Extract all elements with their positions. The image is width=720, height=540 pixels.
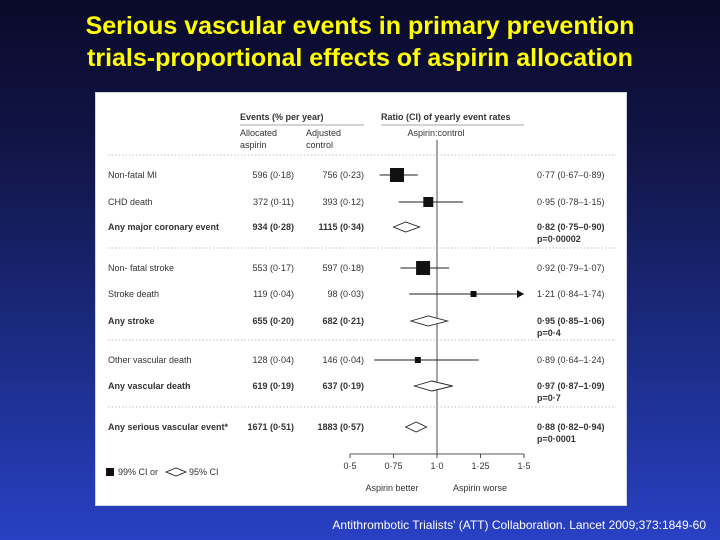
point-estimate-square: [416, 261, 431, 275]
row-label: Any vascular death: [108, 381, 191, 391]
row-label: Any major coronary event: [108, 222, 219, 232]
summary-diamond: [392, 221, 421, 233]
row-aspirin-events: 119 (0·04): [253, 289, 294, 299]
row-ratio-ci: 0·82 (0·75–0·90): [537, 222, 605, 232]
row-aspirin-events: 655 (0·20): [252, 316, 294, 326]
citation: Antithrombotic Trialists' (ATT) Collabor…: [332, 518, 706, 532]
row-label: Stroke death: [108, 289, 159, 299]
row-ratio-ci: 0·97 (0·87–1·09): [537, 381, 605, 391]
header-allocated-line2: aspirin: [240, 140, 267, 150]
point-estimate-square: [470, 291, 477, 297]
point-estimate-square: [389, 168, 404, 182]
row-label: Any stroke: [108, 316, 155, 326]
row-aspirin-events: 1671 (0·51): [247, 422, 294, 432]
x-tick-label: 0·75: [384, 461, 402, 471]
ci-overflow-arrow: [517, 290, 524, 298]
point-estimate-square: [414, 357, 421, 363]
row-control-events: 1883 (0·57): [317, 422, 364, 432]
row-control-events: 146 (0·04): [322, 355, 364, 365]
row-label: Non- fatal stroke: [108, 263, 174, 273]
legend-diamond-icon: [164, 467, 188, 477]
row-label: Other vascular death: [108, 355, 192, 365]
title-line-2: trials-proportional effects of aspirin a…: [87, 44, 633, 72]
legend-diamond-label: 95% CI: [189, 467, 219, 477]
x-tick-label: 0·5: [343, 461, 356, 471]
row-label: Any serious vascular event*: [108, 422, 229, 432]
row-ratio-ci: 1·21 (0·84–1·74): [537, 289, 605, 299]
header-events: Events (% per year): [240, 112, 324, 122]
x-tick-label: 1·5: [517, 461, 530, 471]
row-aspirin-events: 128 (0·04): [252, 355, 294, 365]
row-control-events: 756 (0·23): [322, 170, 364, 180]
summary-diamond: [412, 380, 453, 392]
legend-square-icon: [106, 468, 114, 476]
summary-diamond: [404, 421, 428, 433]
row-aspirin-events: 596 (0·18): [252, 170, 294, 180]
x-label-left: Aspirin better: [365, 483, 418, 493]
row-p-value: p=0·7: [537, 393, 561, 403]
summary-diamond: [409, 315, 450, 327]
header-adjusted-line1: Adjusted: [306, 128, 341, 138]
x-tick-label: 1·0: [430, 461, 443, 471]
x-label-right: Aspirin worse: [453, 483, 507, 493]
row-ratio-ci: 0·89 (0·64–1·24): [537, 355, 605, 365]
row-p-value: p=0·0001: [537, 434, 576, 444]
row-ratio-ci: 0·92 (0·79–1·07): [537, 263, 605, 273]
row-control-events: 682 (0·21): [322, 316, 364, 326]
point-estimate-square: [423, 197, 434, 207]
row-p-value: p=0·00002: [537, 234, 581, 244]
header-comparison: Aspirin:control: [407, 128, 464, 138]
row-control-events: 637 (0·19): [322, 381, 364, 391]
header-allocated-line1: Allocated: [240, 128, 277, 138]
row-ratio-ci: 0·95 (0·85–1·06): [537, 316, 605, 326]
x-tick-label: 1·25: [471, 461, 489, 471]
title-line-1: Serious vascular events in primary preve…: [85, 12, 635, 40]
row-p-value: p=0·4: [537, 328, 561, 338]
header-ratio: Ratio (CI) of yearly event rates: [381, 112, 511, 122]
forest-plot-panel: Events (% per year) Allocated aspirin Adjus…: [95, 92, 627, 506]
row-aspirin-events: 372 (0·11): [253, 197, 294, 207]
forest-plot: Events (% per year) Allocated aspirin Adjus…: [106, 112, 616, 493]
row-control-events: 597 (0·18): [322, 263, 364, 273]
row-ratio-ci: 0·95 (0·78–1·15): [537, 197, 605, 207]
row-control-events: 393 (0·12): [322, 197, 364, 207]
row-control-events: 98 (0·03): [327, 289, 364, 299]
row-label: CHD death: [108, 197, 153, 207]
row-aspirin-events: 619 (0·19): [252, 381, 294, 391]
slide-title: Serious vascular events in primary preve…: [0, 10, 720, 74]
row-control-events: 1115 (0·34): [318, 222, 364, 232]
row-label: Non-fatal MI: [108, 170, 157, 180]
row-ratio-ci: 0·88 (0·82–0·94): [537, 422, 605, 432]
header-adjusted-line2: control: [306, 140, 333, 150]
row-ratio-ci: 0·77 (0·67–0·89): [537, 170, 605, 180]
row-aspirin-events: 934 (0·28): [252, 222, 294, 232]
legend-square-label: 99% CI or: [118, 467, 158, 477]
row-aspirin-events: 553 (0·17): [252, 263, 294, 273]
